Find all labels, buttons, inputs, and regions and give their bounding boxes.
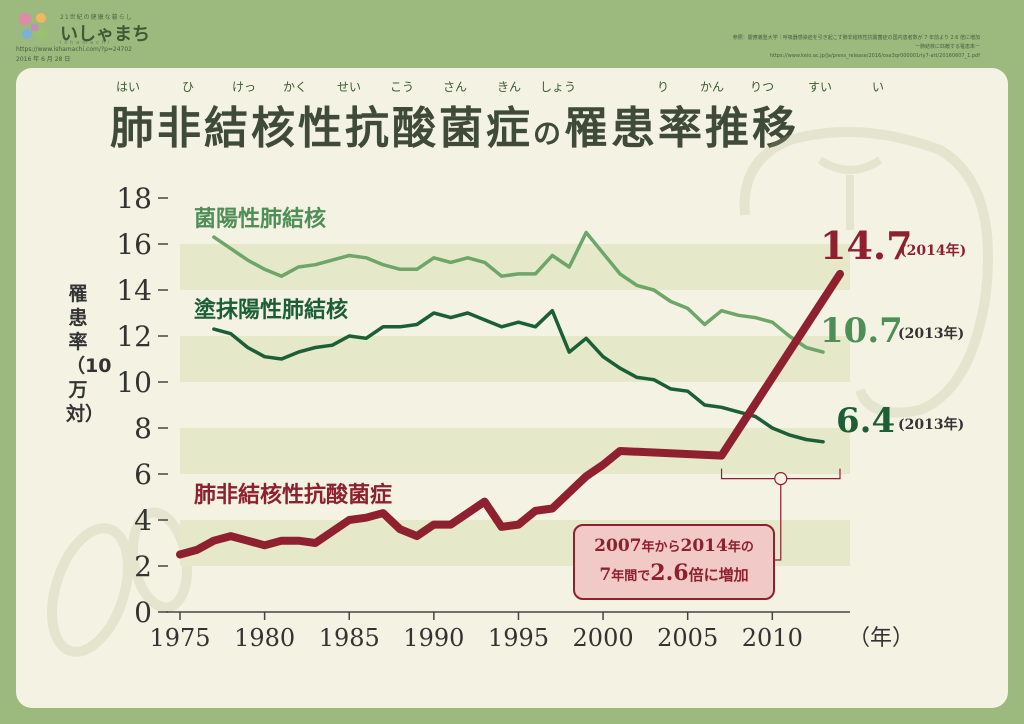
annotation-leader	[773, 484, 782, 561]
chart-labels	[720, 468, 841, 561]
ruby-char: かく	[283, 80, 308, 94]
ruby-char: りつ	[750, 80, 775, 94]
callout-year-start: 2007	[594, 536, 642, 556]
y-tick-label: 16	[116, 228, 152, 261]
series-lines	[176, 230, 844, 559]
ruby-char: り	[657, 80, 670, 94]
series-line-ntm	[176, 269, 844, 559]
bacteria-icon	[47, 523, 133, 657]
ruby-char: けっ	[232, 80, 257, 94]
lung-outline-icon	[739, 127, 993, 418]
page-title: 肺非結核性抗酸菌症の罹患率推移	[110, 92, 799, 156]
ruby-char: すい	[808, 80, 833, 94]
y-tick-label: 6	[134, 458, 152, 491]
grid-bands	[180, 244, 850, 566]
title-tail: 罹患率推移	[564, 103, 800, 154]
y-tick-label: 10	[116, 366, 152, 399]
x-tick-label: 1990	[403, 624, 464, 652]
x-tick-label: 2000	[573, 624, 634, 652]
ruby-char: しょう	[540, 80, 577, 94]
y-tick-label: 8	[134, 412, 152, 445]
callout-text: 年間で	[611, 569, 651, 584]
callout-text: 年から	[641, 540, 681, 555]
source-line: 参照：慶應義塾大学｜呼吸器感染症を引き起こす肺非結核性抗酸菌症の国内患者数が 7…	[732, 35, 980, 41]
source-url: https://www.keio.ac.jp/ja/press_release/…	[769, 53, 980, 59]
x-tick-label: 1975	[149, 624, 210, 652]
grid-band	[180, 428, 850, 474]
axes: 0 2 4 6 8 10 12 14 16 18 1975 1980 1985 1990 1995 2000 2…	[116, 182, 850, 652]
y-tick-label: 4	[134, 504, 152, 537]
x-tick-label: 1985	[319, 624, 380, 652]
grid-band	[180, 244, 850, 290]
x-tick-label: 1980	[234, 624, 295, 652]
callout-years: 7	[599, 565, 612, 585]
ruby-char: い	[872, 80, 885, 94]
source-line: ー肺結核に匹敵する罹患率ー	[914, 44, 980, 50]
lung-outline-icon	[817, 156, 883, 230]
ishamachi-logo-icon	[19, 13, 48, 40]
title-particle: の	[533, 117, 565, 150]
callout-text: 年の	[727, 540, 754, 555]
y-tick-label: 2	[134, 550, 152, 583]
ruby-char: かん	[700, 80, 725, 94]
y-tick-label: 14	[116, 274, 152, 307]
ruby-char: きん	[497, 80, 522, 94]
source-note: 参照：慶應義塾大学｜呼吸器感染症を引き起こす肺非結核性抗酸菌症の国内患者数が 7…	[680, 34, 980, 61]
page-url: https://www.ishamachi.com/?p=24702	[16, 46, 132, 53]
y-tick-label: 0	[134, 596, 152, 629]
chart-panel	[16, 68, 1008, 708]
y-tick-label: 12	[116, 320, 152, 353]
ruby-char: はい	[116, 80, 141, 94]
series-line-bacteria-positive	[212, 230, 825, 354]
grid-band	[180, 336, 850, 382]
annotation-marker	[774, 472, 788, 486]
decoration	[47, 127, 993, 657]
brand-tagline: 21世紀の健康な暮らし	[60, 14, 133, 21]
brand-romaji: ishamachi	[60, 40, 113, 46]
publish-date: 2016 年 6 月 28 日	[16, 56, 71, 63]
ruby-char: こう	[390, 80, 415, 94]
series-line-smear-positive	[212, 308, 825, 444]
x-tick-label: 2010	[742, 624, 803, 652]
y-tick-label: 18	[116, 182, 152, 215]
ruby-char: ひ	[182, 80, 195, 94]
increase-callout: 2007年から2014年の 7年間で2.6倍に増加	[573, 524, 775, 600]
callout-text: 倍に増加	[688, 566, 749, 584]
callout-line-2: 7年間で2.6倍に増加	[575, 560, 773, 590]
ruby-char: さん	[443, 80, 468, 94]
title-main: 肺非結核性抗酸菌症	[110, 103, 533, 154]
callout-year-end: 2014	[680, 536, 728, 556]
brand-name: いしゃまち	[60, 24, 150, 45]
callout-multiplier: 2.6	[650, 560, 689, 586]
ruby-char: せい	[337, 80, 362, 94]
x-tick-label: 2005	[657, 624, 718, 652]
x-tick-label: 1995	[488, 624, 549, 652]
callout-line-1: 2007年から2014年の	[575, 534, 773, 560]
